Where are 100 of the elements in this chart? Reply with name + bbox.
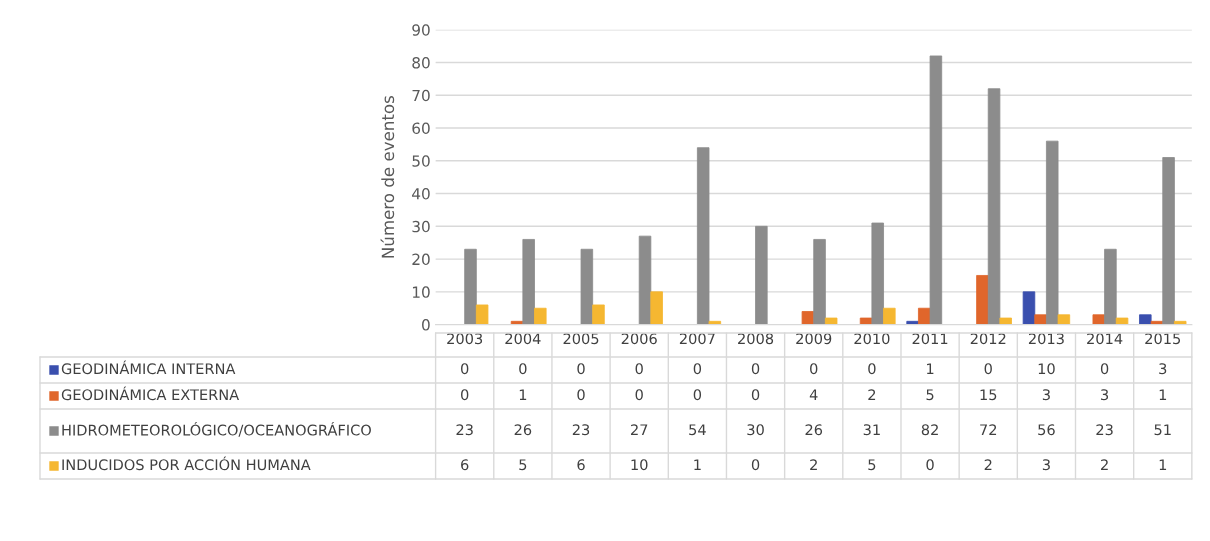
bar (999, 317, 1012, 325)
y-tick-label: 10 (412, 286, 430, 298)
y-axis-title: Número de eventos (380, 96, 395, 258)
bar (871, 222, 884, 325)
bar (859, 317, 873, 325)
x-tick-label: 2003 (447, 333, 483, 345)
data-label: 1 (519, 389, 527, 401)
data-label: 0 (810, 363, 818, 375)
data-label: 0 (693, 389, 702, 401)
data-label: 1 (927, 363, 934, 375)
y-tick-label: 50 (412, 155, 430, 167)
data-label: 0 (926, 459, 934, 471)
bar (1139, 314, 1152, 325)
data-label: 0 (577, 363, 585, 375)
x-tick-label: 2011 (912, 333, 948, 345)
bar (1057, 314, 1071, 325)
data-label: 15 (980, 389, 997, 401)
bar (929, 55, 943, 325)
bar (1115, 317, 1129, 325)
data-label: 3 (1042, 459, 1050, 471)
data-label: 30 (747, 424, 764, 436)
data-label: 10 (631, 459, 648, 471)
data-label: 2 (868, 389, 876, 401)
x-tick-label: 2007 (679, 333, 715, 345)
y-tick-label: 70 (412, 89, 430, 102)
data-label: 27 (631, 424, 648, 436)
bar (755, 225, 768, 325)
data-label: 26 (514, 424, 532, 436)
legend-label: INDUCIDOS POR ACCIÓN HUMANA (62, 456, 311, 471)
data-label: 0 (984, 363, 992, 375)
data-label: 54 (689, 424, 706, 436)
data-label: 0 (461, 389, 469, 401)
x-tick-label: 2012 (970, 333, 1006, 345)
x-tick-label: 2008 (738, 333, 774, 345)
data-label: 31 (863, 424, 880, 436)
x-tick-label: 2005 (563, 333, 599, 345)
data-label: 10 (1038, 363, 1055, 375)
y-tick-label: 60 (412, 122, 430, 135)
data-label: 0 (635, 363, 643, 375)
bar (1022, 291, 1036, 325)
bar (650, 291, 663, 325)
bar (464, 248, 477, 325)
x-tick-label: 2010 (854, 333, 890, 345)
bar (883, 307, 896, 325)
data-label: 0 (461, 363, 469, 375)
legend-label: GEODINÁMICA INTERNA (61, 360, 236, 375)
data-label: 23 (572, 424, 590, 436)
data-label: 0 (751, 389, 760, 401)
y-tick-label: 90 (412, 24, 430, 36)
bar (1162, 157, 1175, 325)
y-tick-label: 30 (412, 220, 430, 233)
bar (987, 88, 1001, 325)
data-label: 5 (868, 459, 876, 471)
bar (534, 307, 547, 325)
data-label: 1 (694, 459, 701, 471)
data-label: 3 (1042, 389, 1050, 401)
data-label: 0 (868, 363, 876, 375)
y-tick-label: 40 (412, 188, 430, 200)
data-label: 2 (984, 459, 992, 471)
bar (592, 304, 605, 325)
data-label: 4 (809, 389, 818, 401)
bar (1104, 248, 1117, 325)
data-label: 0 (751, 363, 760, 375)
y-tick-label: 20 (412, 253, 430, 266)
y-tick-label: 0 (422, 319, 430, 331)
data-label: 0 (519, 363, 527, 375)
bar (976, 275, 989, 325)
data-label: 0 (635, 389, 643, 401)
x-tick-label: 2006 (621, 333, 657, 345)
data-label: 23 (456, 424, 473, 436)
data-label: 6 (577, 459, 585, 471)
data-label: 6 (461, 459, 469, 471)
bar (696, 147, 710, 325)
data-label: 51 (1154, 424, 1171, 436)
data-label: 23 (1096, 424, 1113, 436)
data-label: 5 (926, 389, 934, 401)
legend-label: GEODINÁMICA EXTERNA (61, 386, 240, 401)
data-label: 5 (519, 459, 527, 471)
x-tick-label: 2009 (796, 333, 832, 345)
data-label: 2 (810, 459, 817, 471)
data-label: 3 (1101, 389, 1109, 401)
bar (1034, 314, 1047, 325)
bar (580, 248, 594, 325)
data-label: 0 (751, 459, 760, 471)
x-tick-label: 2004 (505, 333, 541, 345)
x-tick-label: 2015 (1145, 333, 1181, 345)
bar (1046, 140, 1059, 325)
data-label: 0 (693, 363, 702, 375)
bar (1092, 314, 1106, 325)
data-label: 56 (1038, 424, 1055, 436)
x-tick-label: 2013 (1028, 333, 1064, 345)
data-label: 1 (1159, 459, 1167, 471)
data-label: 82 (921, 424, 938, 436)
bar (638, 235, 652, 325)
bar (522, 239, 535, 325)
y-tick-label: 80 (412, 56, 430, 69)
data-label: 0 (577, 389, 585, 401)
data-label: 0 (1100, 363, 1109, 375)
data-label: 72 (980, 424, 997, 436)
data-label: 26 (805, 424, 823, 436)
